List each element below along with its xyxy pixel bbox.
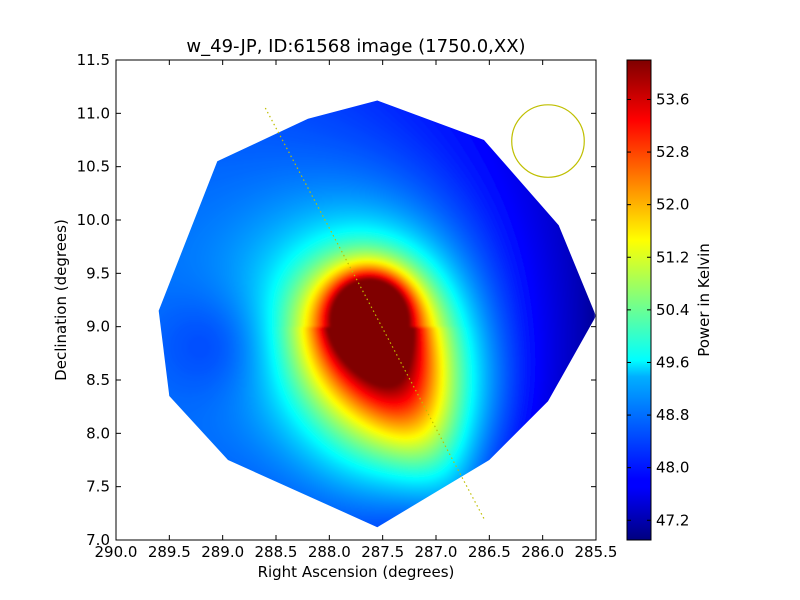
y-tick-label: 9.5 [86,264,110,282]
x-axis-ticks: 290.0 289.5 289.0 288.5 288.0 287.5 287.0 286.5… [95,60,618,561]
colorbar-tick-label: 48.0 [656,459,689,477]
y-tick-label: 7.5 [86,478,110,496]
y-tick-label: 8.0 [86,424,110,442]
scan-line [264,107,485,519]
colorbar-label: Power in Kelvin [695,243,713,357]
colorbar-ticks: 47.2 48.0 48.8 49.6 50.4 51.2 52.0 52.8 53.6 [627,90,689,529]
colorbar-tick-label: 51.2 [656,248,689,266]
y-tick-label: 9.0 [86,318,110,336]
colorbar-tick-label: 50.4 [656,301,689,319]
y-tick-label: 10.5 [77,158,110,176]
x-tick-label: 289.0 [201,543,244,561]
chart-title: w_49-JP, ID:61568 image (1750.0,XX) [186,36,525,57]
colorbar-tick-label: 47.2 [656,511,689,529]
colorbar-tick-label: 52.0 [656,196,689,214]
x-tick-label: 288.0 [308,543,351,561]
x-tick-label: 289.5 [148,543,191,561]
y-tick-label: 7.0 [86,531,110,549]
colorbar-tick-label: 52.8 [656,143,689,161]
beam-circle-marker [511,104,585,178]
y-axis-ticks: 7.0 7.5 8.0 8.5 9.0 9.5 10.0 10.5 11.0 11.5 [77,51,596,549]
colorbar [626,59,652,541]
x-tick-label: 288.5 [255,543,298,561]
colorbar-tick-label: 49.6 [656,353,689,371]
heatmap-raster [158,100,596,528]
y-tick-label: 11.0 [77,104,110,122]
x-tick-label: 285.5 [575,543,618,561]
plot-area-frame [115,59,597,541]
y-axis-label: Declination (degrees) [52,219,70,381]
colorbar-tick-label: 53.6 [656,90,689,108]
x-tick-label: 286.0 [521,543,564,561]
y-tick-label: 8.5 [86,371,110,389]
x-tick-label: 286.5 [468,543,511,561]
x-tick-label: 287.5 [361,543,404,561]
x-tick-label: 287.0 [415,543,458,561]
colorbar-tick-label: 48.8 [656,406,689,424]
y-tick-label: 10.0 [77,211,110,229]
heatmap-image [158,100,596,528]
x-tick-label: 290.0 [95,543,138,561]
x-axis-label: Right Ascension (degrees) [258,563,455,581]
y-tick-label: 11.5 [77,51,110,69]
